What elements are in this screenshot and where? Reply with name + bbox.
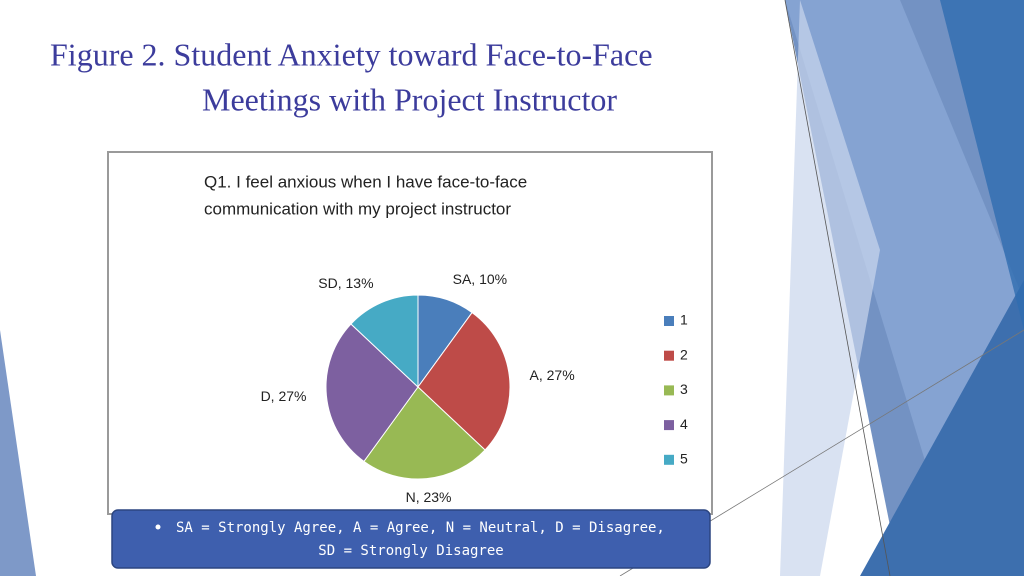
slide-title: Meetings with Project Instructor [202,81,617,117]
legend-swatch [664,350,674,361]
legend-label: 4 [680,416,688,432]
legend-swatch [664,316,674,326]
legend-label: 2 [680,346,688,362]
pie-slice [350,294,419,389]
pie-label: SA, 10% [453,271,507,287]
pie-label: D, 27% [261,388,307,404]
legend-swatch [664,454,674,465]
pie-label: A, 27% [530,367,575,383]
note-text: SA = Strongly Agree, A = Agree, N = Neut… [176,520,665,559]
slide-title: Figure 2. Student Anxiety toward Face-to… [50,36,653,72]
chart-title: communication with my project instructor [204,199,511,218]
legend-swatch [664,385,674,396]
pie: SA, 10% A, 27% N, 23% D, 27% SD, 13% [261,271,575,505]
legend-label: 3 [680,381,688,397]
pie-slice [325,323,419,463]
legend-label: 5 [680,451,688,467]
note-box [111,509,711,569]
legend: 1 2 3 4 5 [664,312,688,467]
legend-swatch [664,420,674,431]
pie-slice [417,311,511,451]
pie-label: SD, 13% [318,275,373,291]
bullet [155,524,161,530]
pie-slice [363,386,486,480]
chart-title: Q1. I feel anxious when I have face-to-f… [204,172,527,191]
pie-label: N, 23% [406,489,452,505]
legend-label: 1 [680,312,688,328]
